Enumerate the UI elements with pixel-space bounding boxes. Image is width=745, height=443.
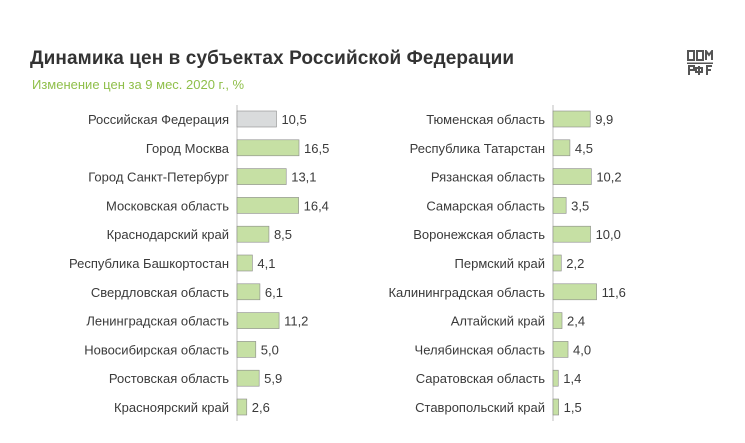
bar <box>552 254 562 272</box>
bar <box>236 139 300 157</box>
category-label: Республика Башкортостан <box>69 256 229 271</box>
category-label: Калининградская область <box>388 285 545 300</box>
bar <box>236 197 299 214</box>
bar <box>552 110 591 128</box>
bar <box>236 168 287 185</box>
value-label: 10,5 <box>281 112 306 127</box>
value-label: 16,5 <box>304 141 329 156</box>
value-label: 4,1 <box>257 256 275 271</box>
bar <box>552 283 597 301</box>
bar <box>236 398 248 416</box>
bar <box>236 283 261 301</box>
category-label: Ростовская область <box>109 371 229 386</box>
category-label: Челябинская область <box>415 342 546 357</box>
value-label: 1,5 <box>564 400 582 415</box>
category-label: Саратовская область <box>416 371 545 386</box>
value-label: 4,0 <box>573 342 591 357</box>
value-label: 1,4 <box>563 371 581 386</box>
category-label: Свердловская область <box>91 285 229 300</box>
value-label: 10,0 <box>596 227 621 242</box>
category-label: Ленинградская область <box>86 314 229 329</box>
category-label: Новосибирская область <box>84 342 229 357</box>
value-label: 2,2 <box>566 256 584 271</box>
category-label: Российская Федерация <box>88 112 229 127</box>
category-label: Республика Татарстан <box>410 141 545 156</box>
category-label: Красноярский край <box>114 400 229 415</box>
value-label: 10,2 <box>596 170 621 185</box>
value-label: 5,9 <box>264 371 282 386</box>
bar <box>552 225 591 243</box>
bar <box>236 225 270 243</box>
value-label: 11,6 <box>602 285 626 300</box>
dom-rf-logo-icon <box>687 50 713 75</box>
value-label: 11,2 <box>284 314 308 329</box>
value-label: 3,5 <box>571 198 589 213</box>
bar <box>552 168 592 185</box>
bar <box>552 312 563 329</box>
bar <box>552 341 569 358</box>
chart-subtitle: Изменение цен за 9 мес. 2020 г., % <box>32 77 245 92</box>
bar <box>236 110 277 128</box>
value-label: 2,6 <box>252 400 270 415</box>
category-label: Краснодарский край <box>107 227 229 242</box>
category-label: Воронежская область <box>413 227 545 242</box>
value-label: 13,1 <box>291 170 316 185</box>
bar <box>236 341 257 358</box>
bar <box>236 254 253 272</box>
category-label: Алтайский край <box>451 314 545 329</box>
bar <box>552 197 567 214</box>
category-label: Московская область <box>106 198 229 213</box>
bar <box>552 369 559 387</box>
category-label: Тюменская область <box>426 112 545 127</box>
category-label: Город Санкт-Петербург <box>88 170 229 185</box>
bar <box>236 369 260 387</box>
category-label: Ставропольский край <box>415 400 545 415</box>
chart-title: Динамика цен в субъектах Российской Феде… <box>30 48 515 69</box>
value-label: 2,4 <box>567 314 585 329</box>
value-label: 4,5 <box>575 141 593 156</box>
value-label: 5,0 <box>261 342 279 357</box>
value-label: 8,5 <box>274 227 292 242</box>
category-label: Пермский край <box>455 256 545 271</box>
value-label: 6,1 <box>265 285 283 300</box>
value-label: 16,4 <box>304 198 329 213</box>
bar <box>236 312 280 329</box>
category-label: Рязанская область <box>431 170 545 185</box>
category-label: Город Москва <box>146 141 230 156</box>
bar <box>552 398 559 416</box>
category-label: Самарская область <box>426 198 545 213</box>
value-label: 9,9 <box>595 112 613 127</box>
bar <box>552 139 571 157</box>
